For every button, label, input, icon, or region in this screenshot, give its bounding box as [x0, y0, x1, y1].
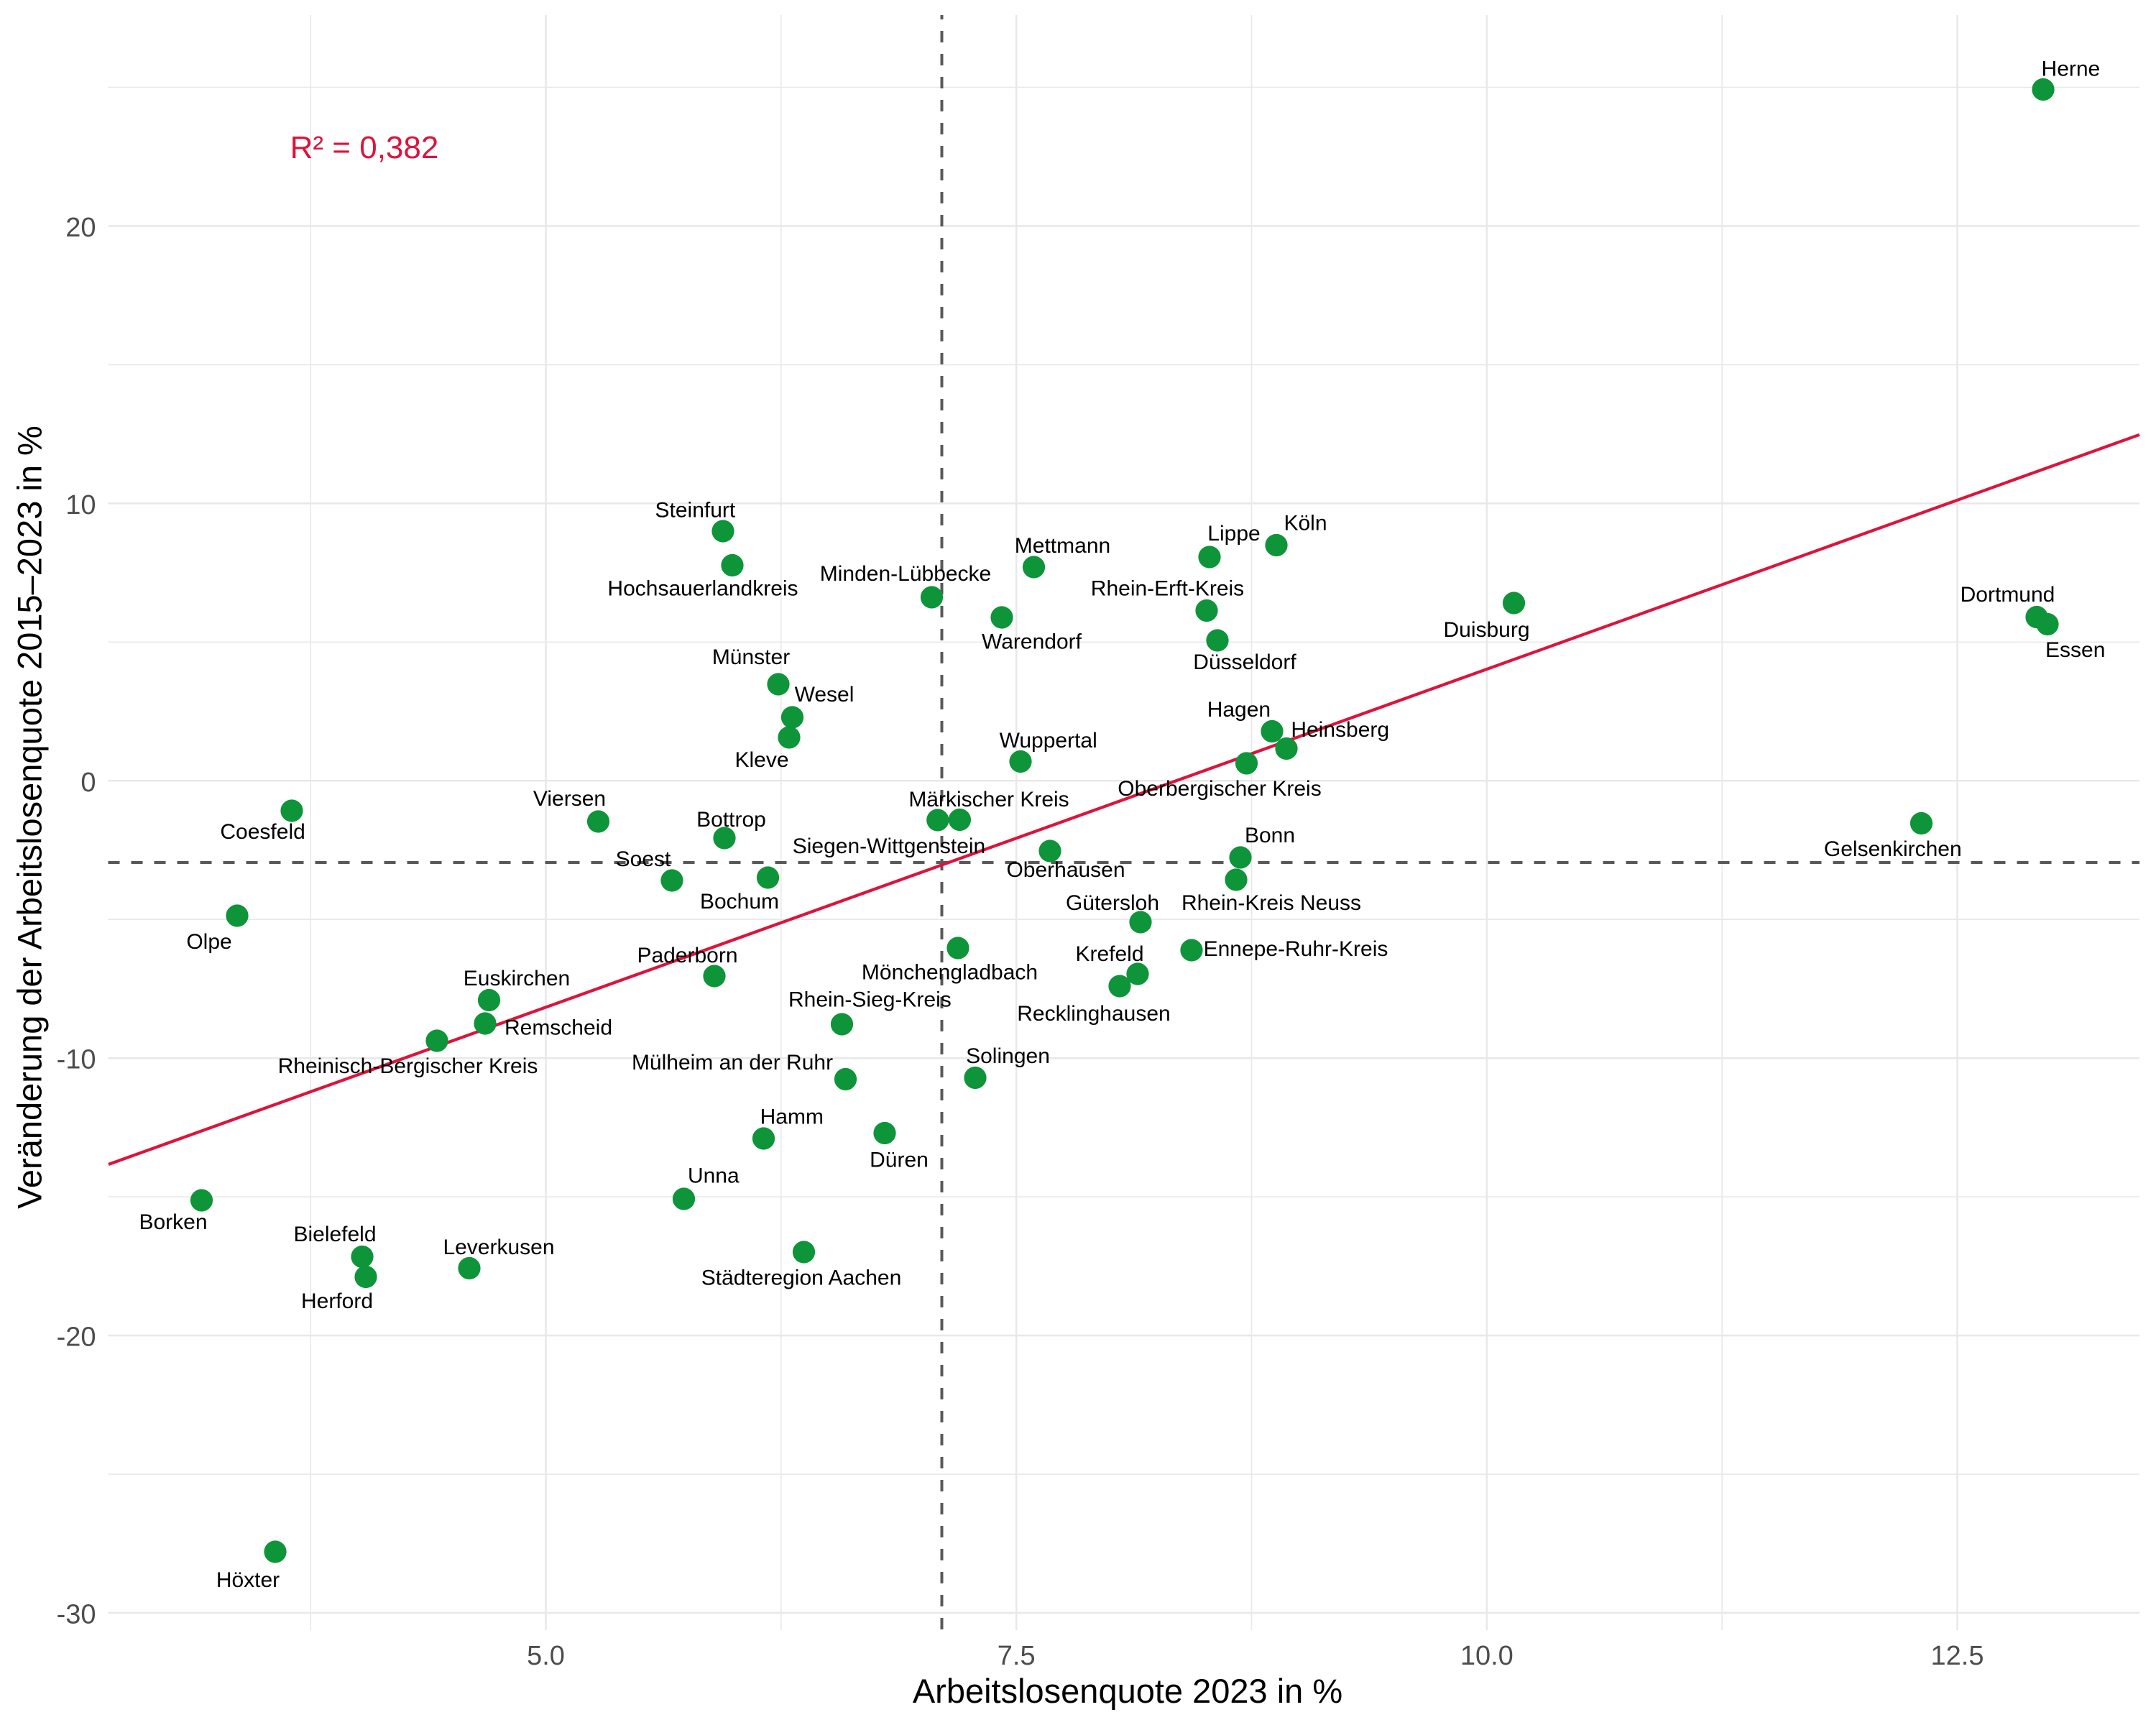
svg-text:Düren: Düren: [870, 1149, 929, 1172]
svg-text:Duisburg: Duisburg: [1443, 618, 1529, 642]
svg-text:Kleve: Kleve: [734, 748, 788, 772]
svg-text:Unna: Unna: [688, 1164, 740, 1187]
svg-text:Heinsberg: Heinsberg: [1291, 718, 1389, 742]
svg-text:Olpe: Olpe: [186, 930, 231, 954]
svg-text:Düsseldorf: Düsseldorf: [1193, 650, 1296, 674]
svg-text:Dortmund: Dortmund: [1961, 583, 2055, 607]
svg-text:Rhein-Erft-Kreis: Rhein-Erft-Kreis: [1091, 577, 1244, 601]
svg-text:Lippe: Lippe: [1207, 522, 1260, 546]
svg-text:7.5: 7.5: [998, 1641, 1036, 1671]
svg-text:Wesel: Wesel: [795, 683, 854, 707]
svg-text:Münster: Münster: [712, 645, 790, 669]
svg-text:Warendorf: Warendorf: [982, 630, 1082, 654]
svg-text:Veränderung der Arbeitslosenqu: Veränderung der Arbeitslosenquote 2015–2…: [11, 426, 49, 1209]
svg-text:10.0: 10.0: [1460, 1641, 1514, 1671]
svg-text:Herne: Herne: [2042, 58, 2101, 81]
svg-text:Bielefeld: Bielefeld: [293, 1223, 376, 1246]
svg-text:Gelsenkirchen: Gelsenkirchen: [1824, 837, 1962, 861]
svg-text:-30: -30: [57, 1600, 96, 1630]
svg-text:Steinfurt: Steinfurt: [655, 498, 736, 522]
svg-text:Paderborn: Paderborn: [637, 944, 737, 967]
svg-text:Rhein-Sieg-Kreis: Rhein-Sieg-Kreis: [788, 988, 952, 1011]
svg-text:Oberhausen: Oberhausen: [1006, 858, 1125, 882]
svg-text:Köln: Köln: [1284, 512, 1327, 535]
svg-text:Arbeitslosenquote 2023 in %: Arbeitslosenquote 2023 in %: [913, 1672, 1342, 1710]
svg-text:0: 0: [80, 768, 96, 798]
svg-text:Wuppertal: Wuppertal: [1000, 729, 1097, 753]
svg-text:Solingen: Solingen: [966, 1044, 1050, 1068]
svg-text:Bonn: Bonn: [1245, 824, 1295, 847]
svg-text:Höxter: Höxter: [216, 1568, 280, 1592]
svg-text:Hagen: Hagen: [1207, 698, 1271, 722]
svg-text:Leverkusen: Leverkusen: [443, 1236, 554, 1259]
svg-text:Städteregion Aachen: Städteregion Aachen: [701, 1266, 902, 1290]
svg-text:5.0: 5.0: [527, 1641, 565, 1671]
svg-text:Rhein-Kreis Neuss: Rhein-Kreis Neuss: [1181, 891, 1361, 915]
svg-text:Bochum: Bochum: [700, 890, 779, 914]
svg-text:Essen: Essen: [2045, 638, 2105, 662]
svg-text:Hamm: Hamm: [760, 1105, 824, 1129]
svg-text:Hochsauerlandkreis: Hochsauerlandkreis: [607, 576, 798, 600]
svg-text:Krefeld: Krefeld: [1075, 942, 1143, 966]
svg-text:Euskirchen: Euskirchen: [464, 967, 570, 990]
svg-text:Oberbergischer Kreis: Oberbergischer Kreis: [1118, 777, 1321, 801]
svg-text:Remscheid: Remscheid: [505, 1016, 612, 1040]
svg-text:Viersen: Viersen: [533, 787, 606, 811]
svg-text:R² = 0,382: R² = 0,382: [290, 130, 439, 165]
svg-text:Mettmann: Mettmann: [1015, 534, 1110, 558]
svg-text:Borken: Borken: [139, 1210, 207, 1234]
svg-text:Mülheim an der Ruhr: Mülheim an der Ruhr: [632, 1051, 833, 1075]
svg-text:Gütersloh: Gütersloh: [1066, 891, 1159, 915]
svg-text:-20: -20: [57, 1322, 96, 1353]
svg-text:Bottrop: Bottrop: [696, 808, 766, 832]
svg-text:12.5: 12.5: [1931, 1641, 1984, 1671]
svg-text:Minden-Lübbecke: Minden-Lübbecke: [820, 562, 992, 586]
svg-text:Siegen-Wittgenstein: Siegen-Wittgenstein: [793, 834, 985, 858]
svg-text:Mönchengladbach: Mönchengladbach: [862, 961, 1038, 985]
svg-text:Herford: Herford: [301, 1289, 373, 1313]
svg-text:-10: -10: [57, 1045, 96, 1075]
svg-text:20: 20: [65, 213, 96, 243]
svg-text:Soest: Soest: [616, 847, 671, 871]
svg-text:Ennepe-Ruhr-Kreis: Ennepe-Ruhr-Kreis: [1204, 937, 1388, 961]
svg-text:Märkischer Kreis: Märkischer Kreis: [908, 788, 1069, 811]
svg-text:Recklinghausen: Recklinghausen: [1017, 1002, 1170, 1026]
svg-text:Rheinisch-Bergischer Kreis: Rheinisch-Bergischer Kreis: [278, 1054, 538, 1078]
svg-text:10: 10: [65, 490, 96, 520]
svg-text:Coesfeld: Coesfeld: [220, 820, 305, 844]
